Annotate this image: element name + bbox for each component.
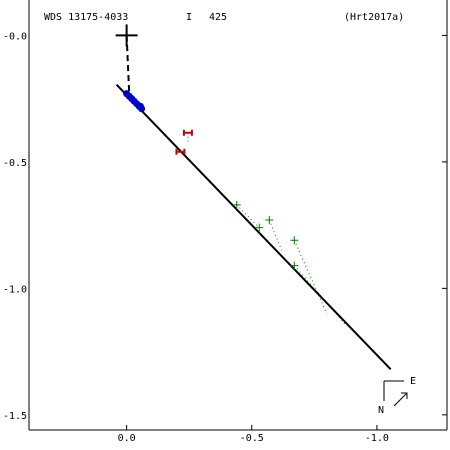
micrometer-point bbox=[265, 216, 274, 225]
x-tick-label: 0.0 bbox=[118, 433, 136, 444]
reference-label: (Hrt2017a) bbox=[344, 12, 404, 23]
micrometer-point bbox=[255, 223, 264, 232]
y-tick-label: -1.5 bbox=[3, 411, 27, 422]
x-tick-label: -1.0 bbox=[365, 433, 389, 444]
residual-link bbox=[236, 204, 260, 228]
micrometer-point bbox=[290, 236, 299, 245]
plot-frame bbox=[28, 0, 448, 431]
disc-label: I bbox=[186, 12, 192, 23]
outlier-point bbox=[182, 129, 193, 136]
compass-arrow-shaft bbox=[393, 392, 408, 407]
micrometer-point bbox=[290, 261, 299, 270]
x-tick-label: -0.5 bbox=[240, 433, 264, 444]
y-axis-ticks: -0.0 -0.5 -1.0 -1.5 bbox=[3, 31, 447, 422]
wds-id-label: WDS 13175-4033 bbox=[44, 12, 128, 23]
speckle-point bbox=[136, 102, 144, 110]
number-label: 425 bbox=[209, 12, 227, 23]
y-tick-label: -0.5 bbox=[3, 158, 27, 169]
micrometer-point bbox=[232, 200, 241, 209]
compass-east-label: E bbox=[410, 376, 416, 387]
compass: E N bbox=[378, 376, 416, 416]
orbit-line bbox=[115, 84, 392, 370]
x-axis-ticks: -1.0 -0.5 0.0 bbox=[118, 425, 389, 444]
residual-link bbox=[293, 240, 328, 314]
compass-north-label: N bbox=[378, 405, 384, 416]
outlier-point bbox=[175, 148, 186, 155]
y-tick-label: -1.0 bbox=[3, 284, 27, 295]
compass-arrow-head bbox=[401, 392, 408, 399]
y-tick-label: -0.0 bbox=[3, 31, 27, 42]
residual-link bbox=[268, 219, 283, 251]
chart-marks bbox=[115, 24, 392, 370]
